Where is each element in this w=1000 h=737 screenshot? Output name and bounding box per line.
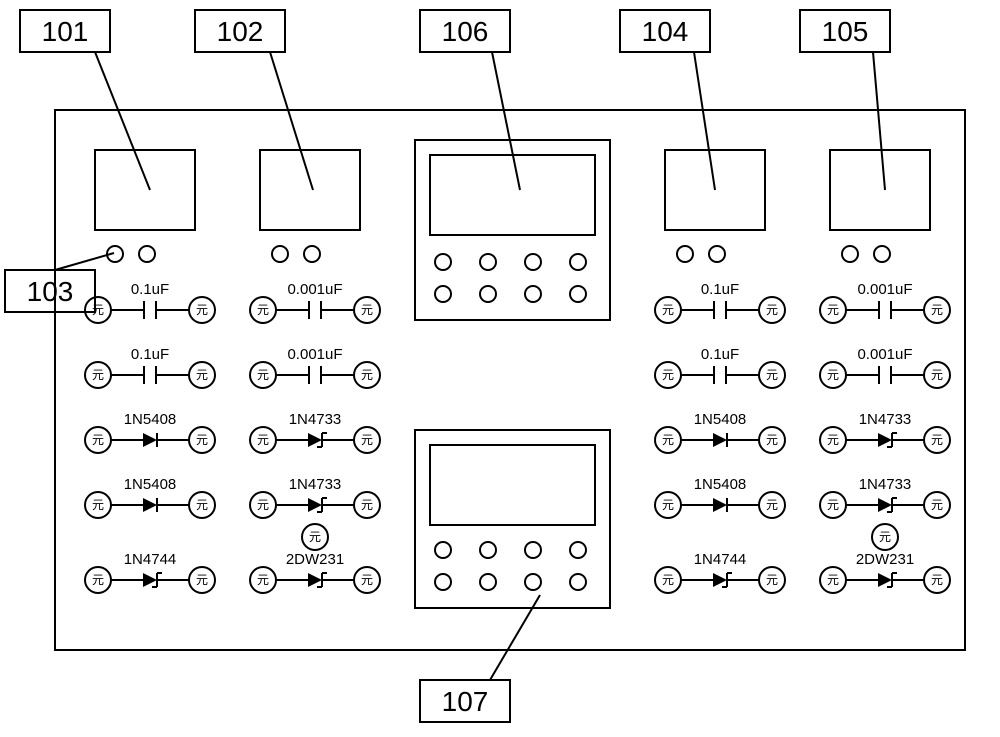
- svg-text:元: 元: [662, 498, 674, 512]
- callout-label: 103: [27, 276, 74, 307]
- component-label: 1N4744: [694, 551, 747, 568]
- svg-text:元: 元: [662, 573, 674, 587]
- component-label: 0.1uF: [131, 281, 169, 298]
- svg-text:元: 元: [931, 368, 943, 382]
- svg-text:元: 元: [766, 368, 778, 382]
- component-label: 0.1uF: [131, 346, 169, 363]
- svg-text:元: 元: [827, 433, 839, 447]
- svg-text:元: 元: [766, 303, 778, 317]
- svg-text:元: 元: [662, 368, 674, 382]
- callout-label: 104: [642, 16, 689, 47]
- callout-label: 101: [42, 16, 89, 47]
- callout-label: 105: [822, 16, 869, 47]
- component-label: 0.1uF: [701, 346, 739, 363]
- diagram-root: 元元0.1uF元元0.001uF元元0.1uF元元0.001uF元元1N5408…: [0, 0, 1000, 737]
- svg-text:元: 元: [827, 368, 839, 382]
- svg-text:元: 元: [361, 433, 373, 447]
- component-label: 1N5408: [694, 476, 747, 493]
- svg-text:元: 元: [92, 498, 104, 512]
- component-label: 1N4744: [124, 551, 177, 568]
- component-label: 2DW231: [856, 551, 914, 568]
- svg-text:元: 元: [257, 433, 269, 447]
- svg-text:元: 元: [662, 433, 674, 447]
- svg-text:元: 元: [766, 433, 778, 447]
- callout-label: 102: [217, 16, 264, 47]
- svg-text:元: 元: [361, 303, 373, 317]
- svg-text:元: 元: [92, 573, 104, 587]
- component-label: 1N5408: [124, 476, 177, 493]
- svg-text:元: 元: [827, 498, 839, 512]
- svg-text:元: 元: [931, 433, 943, 447]
- component-label: 0.001uF: [857, 281, 912, 298]
- svg-text:元: 元: [662, 303, 674, 317]
- svg-text:元: 元: [92, 433, 104, 447]
- svg-text:元: 元: [931, 573, 943, 587]
- component-label: 1N4733: [289, 411, 342, 428]
- component-label: 1N4733: [859, 476, 912, 493]
- svg-text:元: 元: [827, 303, 839, 317]
- svg-text:元: 元: [879, 530, 891, 544]
- svg-text:元: 元: [196, 368, 208, 382]
- svg-text:元: 元: [196, 303, 208, 317]
- component-label: 0.001uF: [287, 281, 342, 298]
- svg-text:元: 元: [257, 303, 269, 317]
- svg-text:元: 元: [196, 433, 208, 447]
- component-label: 1N4733: [859, 411, 912, 428]
- callout-label: 106: [442, 16, 489, 47]
- component-label: 1N5408: [124, 411, 177, 428]
- component-label: 0.001uF: [287, 346, 342, 363]
- component-label: 1N5408: [694, 411, 747, 428]
- svg-text:元: 元: [766, 498, 778, 512]
- svg-text:元: 元: [196, 498, 208, 512]
- svg-text:元: 元: [309, 530, 321, 544]
- component-label: 0.1uF: [701, 281, 739, 298]
- svg-text:元: 元: [931, 498, 943, 512]
- svg-text:元: 元: [257, 498, 269, 512]
- svg-text:元: 元: [766, 573, 778, 587]
- svg-text:元: 元: [257, 573, 269, 587]
- svg-text:元: 元: [361, 498, 373, 512]
- component-label: 2DW231: [286, 551, 344, 568]
- svg-text:元: 元: [361, 368, 373, 382]
- svg-text:元: 元: [361, 573, 373, 587]
- callout-label: 107: [442, 686, 489, 717]
- svg-text:元: 元: [257, 368, 269, 382]
- component-label: 0.001uF: [857, 346, 912, 363]
- svg-text:元: 元: [931, 303, 943, 317]
- svg-text:元: 元: [92, 368, 104, 382]
- svg-text:元: 元: [827, 573, 839, 587]
- svg-text:元: 元: [92, 303, 104, 317]
- svg-text:元: 元: [196, 573, 208, 587]
- component-label: 1N4733: [289, 476, 342, 493]
